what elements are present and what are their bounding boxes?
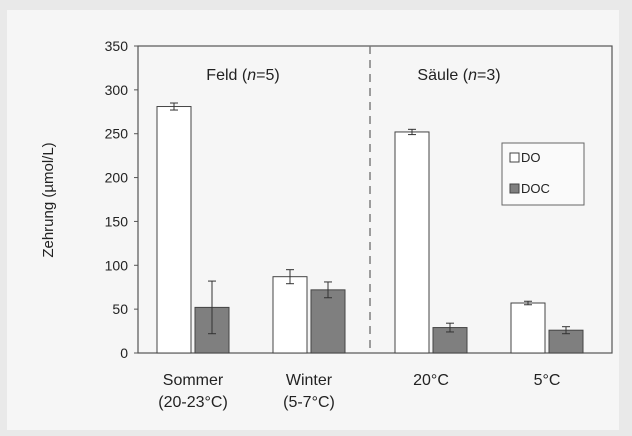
bar-do — [394, 131, 430, 354]
legend-label-doc: DOC — [521, 181, 550, 196]
y-tick-label: 100 — [105, 257, 129, 273]
chart-frame: 0 50 100 150 200 250 300 350 Sommer (20-23°C) Win… — [7, 10, 619, 430]
y-tick-label: 50 — [112, 301, 128, 317]
bar-doc — [310, 289, 346, 354]
y-tick-label: 250 — [105, 126, 129, 142]
bars — [156, 102, 584, 354]
x-category-label: 5°C — [534, 372, 561, 389]
group-label-saeule: Säule (n=3) — [417, 67, 500, 84]
y-axis-title: Zehrung (µmol/L) — [40, 142, 57, 257]
legend-swatch-do — [509, 152, 520, 163]
y-tick-label: 0 — [120, 345, 128, 361]
bar-do — [156, 106, 192, 354]
y-tick-label: 350 — [105, 38, 129, 54]
legend-label-do: DO — [521, 150, 541, 165]
x-category-label: 20°C — [413, 372, 449, 389]
plot-area — [137, 45, 613, 354]
y-tick-label: 200 — [105, 170, 129, 186]
bar-do — [272, 276, 308, 354]
legend: DO DOC — [501, 142, 585, 206]
y-tick-label: 300 — [105, 82, 129, 98]
bar-chart: 0 50 100 150 200 250 300 350 Sommer (20-23°C) Win… — [40, 38, 613, 411]
bar-do — [510, 302, 546, 354]
x-category-label: Winter (5-7°C) — [283, 372, 335, 411]
y-tick-label: 150 — [105, 213, 129, 229]
legend-swatch-doc — [509, 183, 520, 194]
group-label-feld: Feld (n=5) — [206, 67, 279, 84]
x-axis-labels: Sommer (20-23°C) Winter (5-7°C) 20°C 5°C — [158, 372, 560, 411]
x-category-label: Sommer (20-23°C) — [158, 372, 228, 411]
y-axis: 0 50 100 150 200 250 300 350 — [105, 38, 138, 361]
